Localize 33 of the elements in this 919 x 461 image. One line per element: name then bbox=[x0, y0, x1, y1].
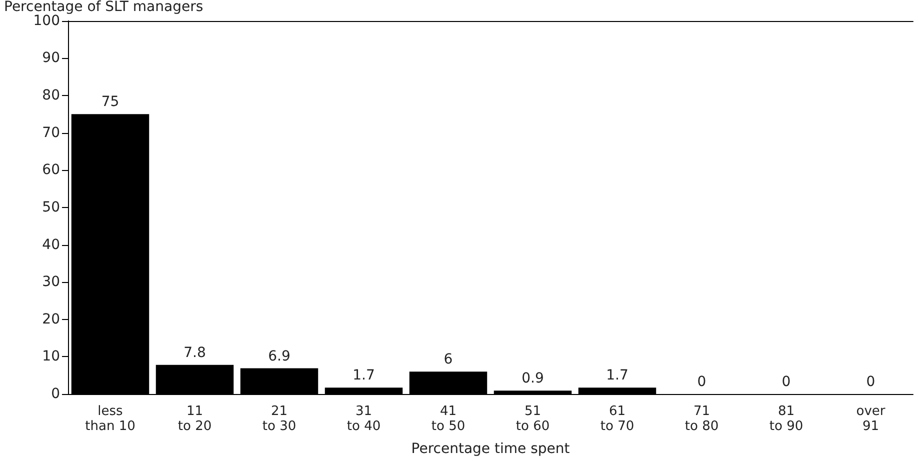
data-label: 6 bbox=[444, 352, 453, 368]
data-label: 0 bbox=[697, 374, 706, 390]
y-tick-label: 80 bbox=[42, 88, 60, 104]
x-tick-label: over 91 bbox=[856, 404, 886, 434]
y-tick-label: 70 bbox=[42, 124, 60, 141]
y-tick-label: 100 bbox=[33, 12, 60, 29]
x-tick-label: 11 to 20 bbox=[178, 404, 212, 434]
x-tick-label: 61 to 70 bbox=[600, 404, 634, 434]
x-tick-label: 71 to 80 bbox=[684, 404, 719, 434]
x-tick-label: less than 10 bbox=[85, 404, 136, 434]
data-label: 0.9 bbox=[522, 370, 544, 387]
y-axis-title: Percentage of SLT managers bbox=[4, 0, 204, 15]
data-label: 6.9 bbox=[268, 348, 290, 364]
y-tick-label: 20 bbox=[42, 311, 60, 328]
data-label: 0 bbox=[782, 374, 791, 390]
x-tick-label: 41 to 50 bbox=[431, 404, 466, 434]
y-tick-label: 60 bbox=[42, 162, 60, 178]
x-tick-label: 51 to 60 bbox=[516, 404, 550, 434]
y-tick-label: 30 bbox=[42, 274, 60, 290]
x-axis-title: Percentage time spent bbox=[411, 441, 570, 457]
y-tick-label: 10 bbox=[42, 348, 60, 365]
y-tick-label: 40 bbox=[42, 236, 60, 253]
y-tick-label: 90 bbox=[42, 50, 60, 66]
data-label: 1.7 bbox=[606, 368, 628, 384]
data-label: 0 bbox=[866, 374, 876, 390]
data-label: 75 bbox=[101, 94, 120, 110]
data-label: 1.7 bbox=[352, 368, 375, 384]
data-label: 7.8 bbox=[184, 344, 206, 361]
x-tick-label: 81 to 90 bbox=[769, 404, 804, 434]
x-tick-label: 31 to 40 bbox=[346, 404, 381, 434]
x-tick-label: 21 to 30 bbox=[262, 404, 296, 434]
y-tick-label: 50 bbox=[42, 199, 60, 216]
y-tick-label: 0 bbox=[51, 386, 60, 402]
